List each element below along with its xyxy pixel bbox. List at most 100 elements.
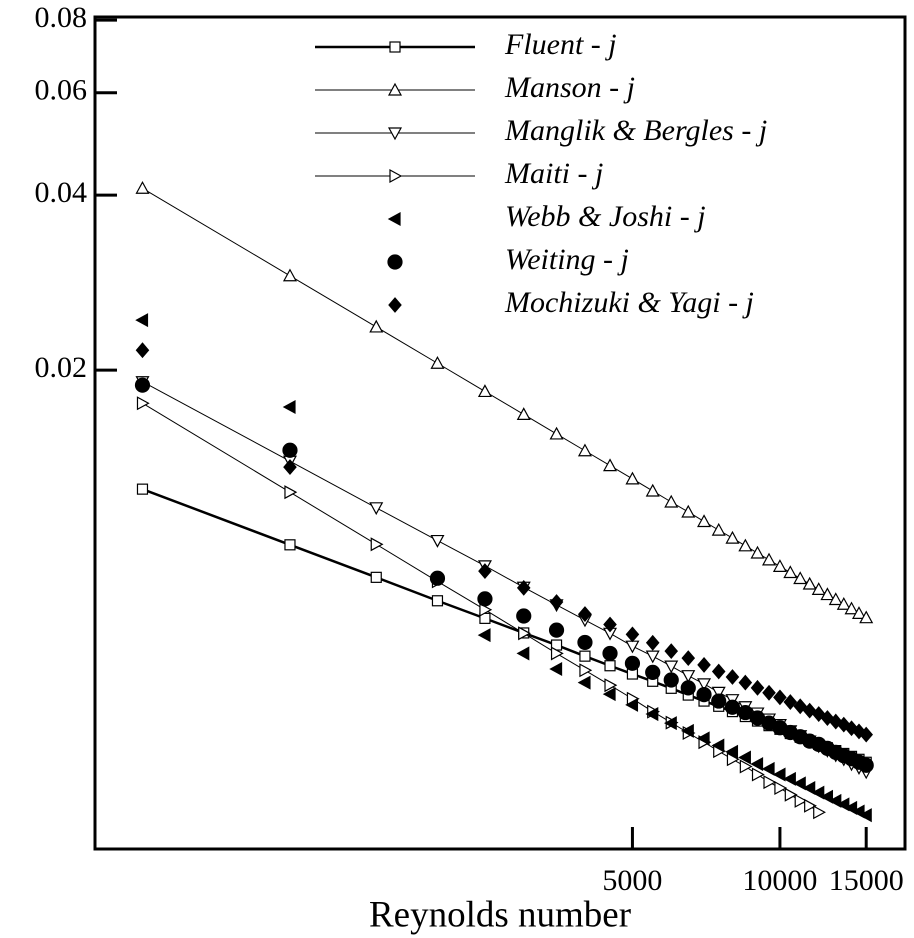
data-point: [577, 443, 592, 457]
data-point: [751, 767, 765, 782]
data-point: [477, 591, 493, 607]
data-point: [711, 738, 725, 753]
data-point: [135, 342, 150, 359]
legend-label: Maiti - j: [504, 157, 603, 190]
data-point: [844, 601, 859, 615]
data-point: [859, 610, 874, 624]
data-point: [549, 426, 564, 440]
data-point: [811, 582, 826, 595]
data-point: [477, 384, 492, 398]
data-point: [750, 545, 765, 559]
data-point: [763, 775, 777, 790]
data-point: [750, 679, 765, 696]
legend-label: Webb & Joshi - j: [505, 200, 706, 233]
data-point: [284, 539, 296, 551]
data-point: [429, 570, 446, 586]
data-point: [792, 776, 806, 791]
y-tick-label: 0.06: [35, 74, 88, 107]
data-point: [516, 608, 532, 624]
legend-marker: [387, 254, 403, 270]
data-point: [645, 664, 661, 680]
legend-marker: [387, 82, 403, 96]
data-point: [783, 771, 796, 786]
data-point: [578, 606, 592, 622]
data-point: [579, 663, 593, 678]
data-point: [625, 471, 640, 485]
legend-marker: [387, 127, 403, 141]
data-point: [134, 377, 151, 393]
data-point: [282, 268, 297, 282]
data-point: [645, 650, 660, 664]
data-point: [370, 571, 382, 583]
data-point: [681, 723, 694, 738]
data-point: [711, 522, 726, 536]
data-point: [136, 396, 150, 411]
data-point: [603, 616, 617, 633]
data-point: [762, 684, 776, 701]
data-point: [550, 646, 564, 661]
data-point: [783, 565, 798, 579]
legend-label: Manglik & Bergles - j: [504, 114, 767, 147]
data-point: [773, 689, 787, 706]
data-point: [663, 716, 677, 731]
data-point: [783, 694, 798, 710]
data-point: [774, 780, 788, 796]
data-point: [697, 514, 712, 528]
data-point: [794, 793, 808, 808]
data-point: [858, 757, 874, 773]
data-point: [681, 504, 696, 518]
data-point: [738, 538, 753, 552]
x-axis-label: Reynolds number: [369, 894, 631, 935]
data-point: [369, 502, 384, 516]
data-point: [711, 693, 727, 709]
data-point: [813, 805, 826, 820]
data-point: [858, 808, 872, 823]
legend-marker: [388, 297, 402, 313]
legend-label: Mochizuki & Yagi - j: [504, 286, 754, 319]
y-tick-label: 0.04: [35, 176, 88, 209]
legend-label: Weiting - j: [505, 243, 629, 276]
data-point: [739, 759, 753, 774]
data-point: [681, 650, 696, 667]
data-point: [828, 592, 843, 606]
data-point: [711, 686, 726, 700]
data-point: [283, 459, 297, 475]
data-point: [762, 552, 777, 566]
x-tick-label: 5000: [602, 864, 662, 897]
data-point: [772, 559, 787, 572]
data-point: [793, 698, 807, 715]
data-point: [602, 645, 618, 662]
data-point: [602, 687, 616, 702]
data-point: [802, 576, 817, 590]
data-point: [680, 680, 696, 696]
data-point: [681, 670, 696, 683]
data-point: [370, 537, 384, 552]
data-point: [645, 707, 659, 722]
data-point: [518, 626, 531, 641]
data-point: [577, 634, 593, 651]
data-point: [548, 622, 565, 638]
data-point: [664, 494, 679, 508]
data-point: [284, 485, 298, 500]
data-point: [784, 787, 798, 802]
data-point: [738, 674, 753, 691]
data-point: [516, 646, 530, 661]
data-point: [851, 606, 867, 619]
data-point: [625, 626, 640, 643]
data-point: [664, 660, 679, 674]
data-point: [478, 563, 492, 580]
data-point: [369, 319, 384, 333]
data-point: [664, 643, 679, 660]
legend-marker: [389, 41, 401, 53]
x-tick-label: 10000: [742, 864, 817, 897]
data-point: [282, 399, 296, 415]
data-point: [697, 678, 712, 692]
data-point: [696, 687, 712, 703]
data-point: [603, 458, 618, 472]
data-point: [804, 798, 817, 813]
data-point: [135, 181, 150, 194]
data-point: [645, 634, 660, 651]
data-point: [750, 757, 764, 772]
legend-label: Fluent - j: [504, 28, 617, 61]
